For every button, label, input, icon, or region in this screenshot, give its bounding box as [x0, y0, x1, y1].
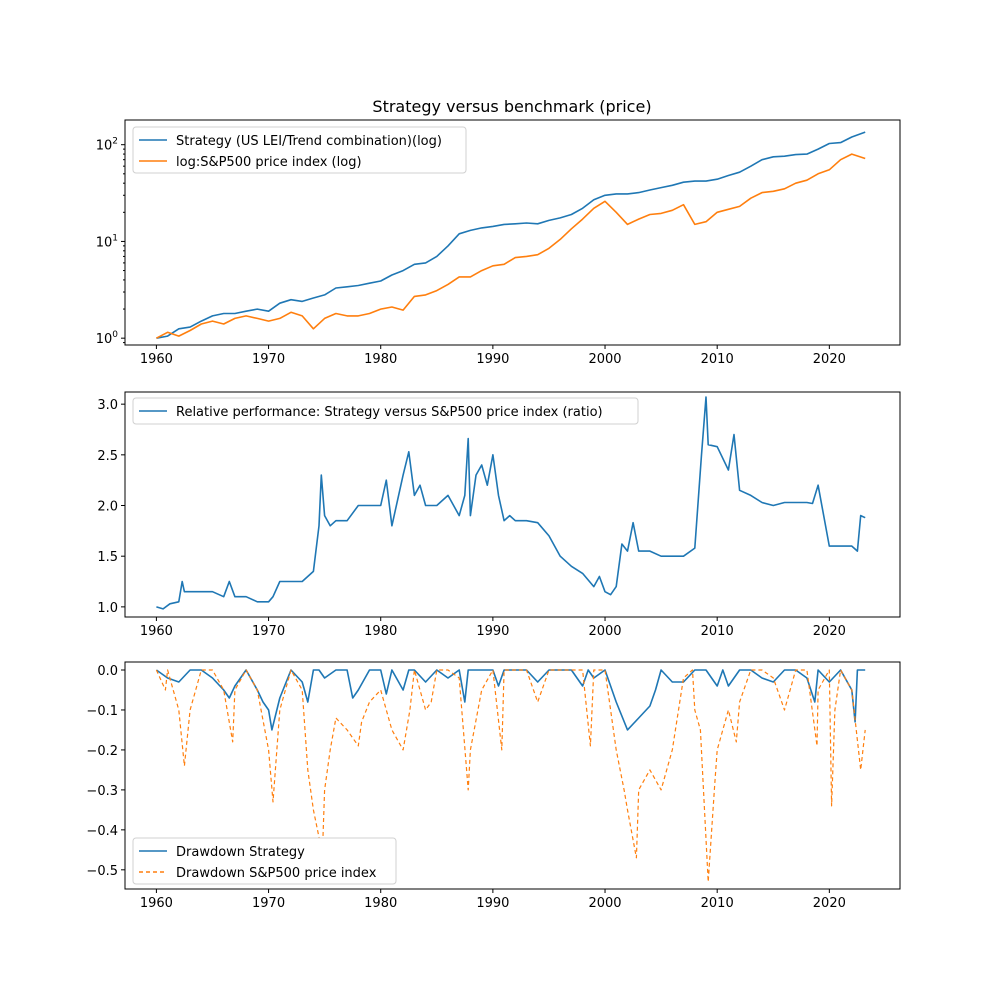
x-tick-label: 2020 [813, 352, 846, 367]
chart-title: Strategy versus benchmark (price) [372, 97, 651, 116]
x-tick-label: 1990 [476, 352, 509, 367]
x-tick-label: 2000 [588, 352, 621, 367]
legend: Strategy (US LEI/Trend combination)(log)… [132, 126, 467, 174]
legend-box [132, 397, 639, 425]
series-line-1 [155, 669, 866, 883]
legend: Relative performance: Strategy versus S&… [132, 397, 639, 425]
y-tick-label: −0.5 [86, 864, 118, 879]
drawdown-chart: 1960 1970 1980 1990 2000 2010 2020 0.0 −0.1 −0.2 −… [86, 661, 901, 911]
x-tick-label: 2010 [701, 624, 734, 639]
series-line-0 [156, 396, 866, 610]
axes-frame [124, 119, 901, 346]
y-tick-label: 100 [96, 330, 119, 347]
y-tick-label: 2.5 [97, 449, 118, 464]
y-tick-label: 0.0 [97, 664, 118, 679]
x-tick-label: 2020 [813, 624, 846, 639]
y-tick-label: 1.5 [97, 550, 118, 565]
y-tick-label: −0.2 [86, 744, 118, 759]
legend-box [132, 837, 397, 885]
series-line-1 [156, 153, 866, 339]
y-tick-label: 101 [96, 233, 118, 250]
axes-frame [124, 391, 901, 618]
y-tick-label: −0.1 [86, 704, 118, 719]
legend-label-0: Relative performance: Strategy versus S&… [176, 405, 603, 420]
x-tick-label: 1970 [252, 624, 285, 639]
x-tick-label: 1960 [140, 896, 173, 911]
x-tick-label: 2000 [588, 624, 621, 639]
price-chart: Strategy versus benchmark (price) 1960 19… [96, 97, 901, 367]
x-tick-label: 1980 [364, 624, 397, 639]
y-tick-label: 3.0 [97, 398, 118, 413]
ratio-chart: 1960 1970 1980 1990 2000 2010 2020 1.0 1.5 2.0 2.5… [97, 391, 901, 639]
y-tick-label: −0.4 [86, 824, 118, 839]
y-tick-label: 2.0 [97, 500, 118, 515]
series-line-0 [156, 131, 866, 339]
x-tick-label: 1960 [140, 352, 173, 367]
x-tick-label: 2000 [588, 896, 621, 911]
x-tick-label: 1970 [252, 352, 285, 367]
x-tick-label: 1990 [476, 896, 509, 911]
legend-label-0: Drawdown Strategy [176, 845, 305, 860]
legend: Drawdown Strategy Drawdown S&P500 price i… [132, 837, 397, 885]
x-tick-label: 2010 [701, 896, 734, 911]
x-tick-label: 1980 [364, 352, 397, 367]
x-tick-label: 1960 [140, 624, 173, 639]
axes-frame [124, 661, 901, 890]
y-tick-label: 102 [96, 137, 118, 154]
x-tick-label: 2010 [701, 352, 734, 367]
x-tick-label: 1990 [476, 624, 509, 639]
x-tick-label: 2020 [813, 896, 846, 911]
y-tick-label: −0.3 [86, 784, 118, 799]
legend-label-0: Strategy (US LEI/Trend combination)(log) [176, 134, 442, 149]
x-tick-label: 1970 [252, 896, 285, 911]
series-line-0 [155, 669, 866, 731]
legend-box [132, 126, 467, 174]
legend-label-1: Drawdown S&P500 price index [176, 866, 377, 881]
x-tick-label: 1980 [364, 896, 397, 911]
legend-label-1: log:S&P500 price index (log) [176, 155, 362, 170]
y-tick-label: 1.0 [97, 601, 118, 616]
